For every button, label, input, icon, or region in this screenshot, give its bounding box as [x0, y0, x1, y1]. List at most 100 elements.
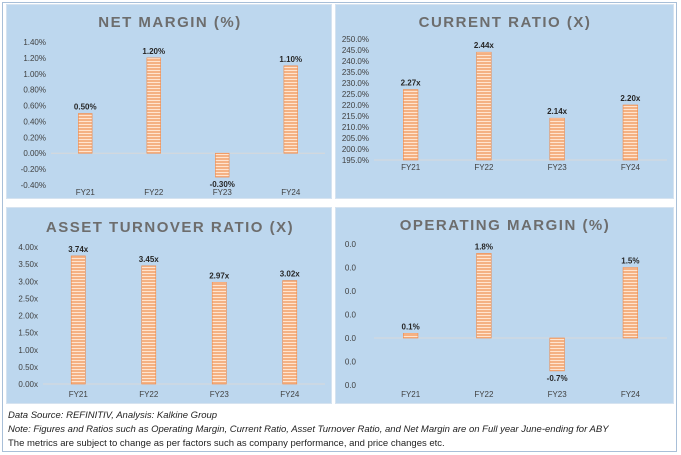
asset-turnover-ratio-x-bar-fy21 — [70, 255, 86, 385]
asset-turnover-chart-panel: ASSET TURNOVER RATIO (X) 4.00x 3.50x 3.00x 2… — [6, 207, 332, 404]
net-margin-category-fy21: FY21 — [76, 188, 96, 197]
asset-turnover-ratio-x-bar-fy23 — [211, 281, 227, 385]
net-margin-chart-panel: NET MARGIN (%) 1.40% 1.20% 1.00% 0.80% 0.60% 0… — [6, 4, 332, 199]
net-margin-bar-fy24 — [283, 65, 298, 154]
current-ratio-x-title: CURRENT RATIO (X) — [419, 14, 592, 31]
net-margin-category-fy22: FY22 — [144, 188, 164, 197]
net-margin-ytick: 1.20% — [23, 54, 46, 63]
asset-turnover-ratio-x-category-fy22: FY22 — [139, 390, 159, 399]
current-ratio-x-ytick: 220.0% — [342, 101, 369, 110]
asset-turnover-ratio-x-data-label-fy23: 2.97x — [209, 271, 230, 280]
operating-margin-category-fy24: FY24 — [621, 390, 641, 399]
asset-turnover-ratio-x-data-label-fy24: 3.02x — [280, 270, 301, 279]
note-text: Note: Figures and Ratios such as Operati… — [8, 424, 609, 435]
current-ratio-x-data-label-fy23: 2.14x — [547, 107, 568, 116]
asset-turnover-ratio-x-ytick: 0.00x — [18, 380, 38, 389]
current-ratio-x-category-fy24: FY24 — [621, 163, 641, 172]
operating-margin-ytick: 0.0 — [345, 334, 357, 343]
net-margin-category-fy23: FY23 — [213, 188, 233, 197]
asset-turnover-ratio-x-ytick: 2.50x — [18, 294, 38, 303]
operating-margin-ytick: 0.0 — [345, 358, 357, 367]
operating-margin-ytick: 0.0 — [345, 287, 357, 296]
current-ratio-x-ytick: 240.0% — [342, 57, 369, 66]
net-margin-ytick: 0.80% — [23, 86, 46, 95]
asset-turnover-ratio-x-ytick: 0.50x — [18, 363, 38, 372]
asset-turnover-ratio-x-ytick: 1.50x — [18, 329, 38, 338]
asset-turnover-ratio-x-category-fy23: FY23 — [210, 390, 230, 399]
net-margin-bar-fy21 — [78, 113, 93, 154]
current-ratio-x-ytick: 250.0% — [342, 35, 369, 44]
operating-margin-ytick: 0.0 — [345, 264, 357, 273]
net-margin-data-label-fy22: 1.20% — [142, 47, 165, 56]
current-ratio-x-data-label-fy21: 2.27x — [401, 79, 422, 88]
operating-margin-category-fy21: FY21 — [401, 390, 421, 399]
asset-turnover-ratio-x-ytick: 4.00x — [18, 243, 38, 252]
net-margin-bar-fy22 — [146, 57, 161, 154]
operating-margin-data-label-fy23: -0.7% — [547, 374, 568, 383]
operating-margin-chart-panel: OPERATING MARGIN (%) 0.0 0.0 0.0 0.0 0.0 0.0 0.… — [335, 207, 674, 404]
asset-turnover-ratio-x-data-label-fy21: 3.74x — [68, 245, 89, 254]
net-margin-chart: NET MARGIN (%) 1.40% 1.20% 1.00% 0.80% 0.60% 0… — [21, 14, 325, 197]
net-margin-bar-fy23 — [215, 152, 230, 178]
operating-margin-data-label-fy21: 0.1% — [402, 322, 420, 331]
asset-turnover-ratio-x-title: ASSET TURNOVER RATIO (X) — [46, 219, 294, 236]
operating-margin-bar-fy23 — [549, 337, 565, 372]
net-margin-title: NET MARGIN (%) — [98, 14, 242, 31]
asset-turnover-ratio-x-data-label-fy22: 3.45x — [139, 255, 160, 264]
current-ratio-x-data-label-fy24: 2.20x — [620, 94, 641, 103]
current-ratio-x-bar-fy21 — [403, 89, 419, 161]
asset-turnover-ratio-x-ytick: 1.00x — [18, 346, 38, 355]
net-margin-ytick: 0.20% — [23, 133, 46, 142]
current-ratio-x-ytick: 205.0% — [342, 134, 369, 143]
current-ratio-x-ytick: 200.0% — [342, 145, 369, 154]
current-ratio-x-ytick: 230.0% — [342, 79, 369, 88]
operating-margin-category-fy22: FY22 — [474, 390, 494, 399]
net-margin-data-label-fy21: 0.50% — [74, 103, 97, 112]
net-margin-ytick: 0.60% — [23, 102, 46, 111]
disclaimer-text: The metrics are subject to change as per… — [8, 438, 445, 449]
net-margin-ytick: 1.40% — [23, 38, 46, 47]
current-ratio-chart: CURRENT RATIO (X) 250.0% 245.0% 240.0% 235.0… — [342, 14, 667, 172]
asset-turnover-ratio-x-bar-fy24 — [282, 280, 298, 385]
net-margin-data-label-fy24: 1.10% — [279, 55, 302, 64]
asset-turnover-ratio-x-bar-fy22 — [141, 265, 157, 385]
current-ratio-x-ytick: 245.0% — [342, 46, 369, 55]
operating-margin-ytick: 0.0 — [345, 311, 357, 320]
asset-turnover-ratio-x-category-fy21: FY21 — [69, 390, 89, 399]
asset-turnover-chart: ASSET TURNOVER RATIO (X) 4.00x 3.50x 3.00x 2… — [18, 219, 325, 399]
operating-margin-bar-fy21 — [403, 333, 419, 339]
current-ratio-x-ytick: 225.0% — [342, 90, 369, 99]
net-margin-ytick: -0.40% — [21, 181, 46, 190]
net-margin-ytick: 0.40% — [23, 117, 46, 126]
operating-margin-bar-fy22 — [476, 253, 492, 339]
operating-margin-ytick: 0.0 — [345, 381, 357, 390]
operating-margin-title: OPERATING MARGIN (%) — [400, 217, 611, 234]
current-ratio-x-ytick: 215.0% — [342, 112, 369, 121]
operating-margin-category-fy23: FY23 — [548, 390, 568, 399]
current-ratio-x-category-fy23: FY23 — [548, 163, 568, 172]
data-source-text: Data Source: REFINITIV, Analysis: Kalkin… — [8, 410, 218, 421]
current-ratio-x-bar-fy24 — [622, 104, 638, 161]
net-margin-ytick: 0.00% — [23, 149, 46, 158]
current-ratio-x-ytick: 235.0% — [342, 68, 369, 77]
current-ratio-x-ytick: 195.0% — [342, 156, 369, 165]
net-margin-ytick: -0.20% — [21, 165, 46, 174]
operating-margin-data-label-fy22: 1.8% — [475, 242, 493, 251]
current-ratio-x-bar-fy22 — [476, 51, 492, 161]
asset-turnover-ratio-x-ytick: 3.00x — [18, 277, 38, 286]
operating-margin-chart: OPERATING MARGIN (%) 0.0 0.0 0.0 0.0 0.0 0.0 0.… — [345, 217, 667, 399]
operating-margin-ytick: 0.0 — [345, 240, 357, 249]
current-ratio-x-data-label-fy22: 2.44x — [474, 41, 495, 50]
net-margin-category-fy24: FY24 — [281, 188, 301, 197]
asset-turnover-ratio-x-category-fy24: FY24 — [280, 390, 300, 399]
current-ratio-x-ytick: 210.0% — [342, 123, 369, 132]
current-ratio-x-category-fy21: FY21 — [401, 163, 421, 172]
net-margin-data-label-fy23: -0.30% — [210, 180, 235, 189]
current-ratio-x-category-fy22: FY22 — [474, 163, 494, 172]
operating-margin-data-label-fy24: 1.5% — [621, 257, 639, 266]
asset-turnover-ratio-x-ytick: 2.00x — [18, 312, 38, 321]
current-ratio-chart-panel: CURRENT RATIO (X) 250.0% 245.0% 240.0% 235.0… — [335, 4, 674, 199]
asset-turnover-ratio-x-ytick: 3.50x — [18, 260, 38, 269]
net-margin-ytick: 1.00% — [23, 70, 46, 79]
current-ratio-x-bar-fy23 — [549, 117, 565, 161]
